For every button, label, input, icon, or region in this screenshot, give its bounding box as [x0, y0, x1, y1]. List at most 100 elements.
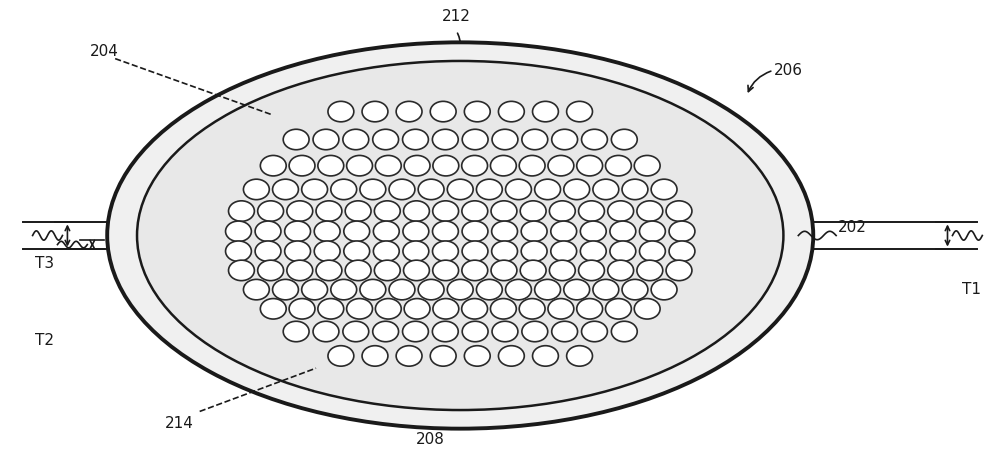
Ellipse shape: [316, 201, 342, 221]
Ellipse shape: [430, 346, 456, 366]
Ellipse shape: [328, 101, 354, 122]
Ellipse shape: [567, 101, 592, 122]
Ellipse shape: [506, 179, 531, 200]
Ellipse shape: [519, 155, 545, 176]
Ellipse shape: [639, 221, 665, 242]
Ellipse shape: [579, 201, 604, 221]
Ellipse shape: [289, 299, 315, 319]
Ellipse shape: [605, 155, 631, 176]
Ellipse shape: [476, 179, 502, 200]
Ellipse shape: [344, 221, 370, 242]
Ellipse shape: [318, 155, 344, 176]
Ellipse shape: [447, 179, 473, 200]
Ellipse shape: [313, 129, 339, 150]
Ellipse shape: [580, 221, 606, 242]
Ellipse shape: [137, 61, 783, 410]
Ellipse shape: [492, 129, 518, 150]
Ellipse shape: [389, 179, 415, 200]
Ellipse shape: [243, 279, 269, 300]
Ellipse shape: [373, 129, 399, 150]
Ellipse shape: [551, 241, 577, 261]
Text: 208: 208: [416, 432, 445, 447]
Ellipse shape: [283, 321, 309, 342]
Ellipse shape: [389, 279, 415, 300]
Ellipse shape: [396, 346, 422, 366]
Ellipse shape: [255, 221, 281, 242]
Ellipse shape: [608, 260, 634, 281]
Ellipse shape: [404, 299, 430, 319]
Ellipse shape: [462, 260, 488, 281]
Text: 214: 214: [165, 416, 194, 431]
Ellipse shape: [418, 179, 444, 200]
Ellipse shape: [492, 321, 518, 342]
Ellipse shape: [611, 321, 637, 342]
Ellipse shape: [462, 221, 488, 242]
Ellipse shape: [302, 279, 328, 300]
Ellipse shape: [519, 299, 545, 319]
Ellipse shape: [404, 155, 430, 176]
Ellipse shape: [343, 321, 369, 342]
Ellipse shape: [666, 260, 692, 281]
Ellipse shape: [433, 241, 458, 261]
Text: 204: 204: [90, 44, 119, 59]
Ellipse shape: [498, 346, 524, 366]
Ellipse shape: [608, 201, 634, 221]
Ellipse shape: [273, 179, 298, 200]
Ellipse shape: [433, 221, 458, 242]
Ellipse shape: [464, 346, 490, 366]
Ellipse shape: [302, 179, 328, 200]
Text: T2: T2: [35, 333, 54, 348]
Ellipse shape: [373, 321, 399, 342]
Ellipse shape: [362, 101, 388, 122]
Ellipse shape: [552, 321, 578, 342]
Ellipse shape: [243, 179, 269, 200]
Ellipse shape: [498, 101, 524, 122]
Ellipse shape: [669, 221, 695, 242]
Ellipse shape: [535, 279, 561, 300]
Ellipse shape: [418, 279, 444, 300]
Ellipse shape: [229, 201, 254, 221]
Ellipse shape: [669, 241, 695, 261]
Ellipse shape: [360, 179, 386, 200]
Ellipse shape: [567, 346, 592, 366]
Ellipse shape: [404, 201, 429, 221]
Ellipse shape: [521, 221, 547, 242]
Ellipse shape: [375, 155, 401, 176]
Ellipse shape: [548, 155, 574, 176]
Ellipse shape: [520, 260, 546, 281]
Text: 212: 212: [442, 9, 471, 24]
Ellipse shape: [535, 179, 561, 200]
Ellipse shape: [533, 101, 558, 122]
Ellipse shape: [433, 201, 459, 221]
Ellipse shape: [549, 201, 575, 221]
Ellipse shape: [373, 241, 399, 261]
Ellipse shape: [611, 129, 637, 150]
Ellipse shape: [374, 201, 400, 221]
Ellipse shape: [490, 155, 516, 176]
Ellipse shape: [273, 279, 298, 300]
Ellipse shape: [316, 260, 342, 281]
Ellipse shape: [328, 346, 354, 366]
Ellipse shape: [345, 260, 371, 281]
Ellipse shape: [462, 201, 488, 221]
Ellipse shape: [476, 279, 502, 300]
Ellipse shape: [490, 299, 516, 319]
Ellipse shape: [506, 279, 531, 300]
Ellipse shape: [521, 241, 547, 261]
Ellipse shape: [522, 321, 548, 342]
Ellipse shape: [462, 299, 488, 319]
Ellipse shape: [343, 129, 369, 150]
Ellipse shape: [637, 201, 663, 221]
Ellipse shape: [492, 221, 518, 242]
Ellipse shape: [285, 241, 311, 261]
Ellipse shape: [360, 279, 386, 300]
Ellipse shape: [533, 346, 558, 366]
Ellipse shape: [314, 241, 340, 261]
Text: 206: 206: [773, 63, 802, 78]
Ellipse shape: [314, 221, 340, 242]
Ellipse shape: [403, 129, 428, 150]
Ellipse shape: [552, 129, 578, 150]
Ellipse shape: [651, 179, 677, 200]
Ellipse shape: [289, 155, 315, 176]
Ellipse shape: [404, 260, 429, 281]
